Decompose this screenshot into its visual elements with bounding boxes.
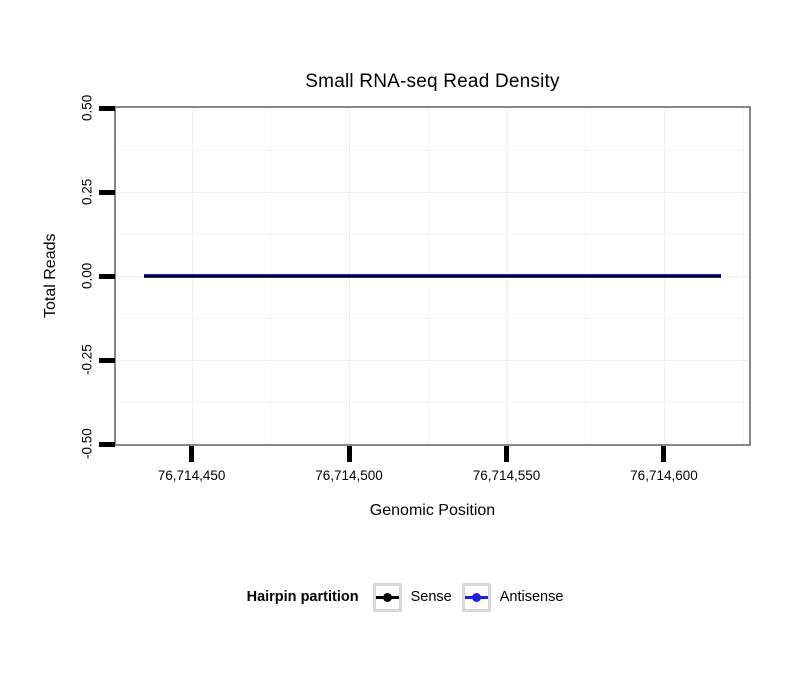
legend-entry-label: Antisense xyxy=(499,589,564,605)
legend-key-point xyxy=(471,592,481,602)
y-tick xyxy=(99,105,115,111)
y-tick xyxy=(99,441,115,447)
y-tick-label: 0.50 xyxy=(79,94,95,122)
y-tick xyxy=(99,189,115,195)
gridline-minor xyxy=(116,318,749,319)
legend-entry-antisense: Antisense xyxy=(461,582,564,612)
x-tick-label: 76,714,450 xyxy=(157,468,226,483)
x-tick xyxy=(346,446,352,462)
legend: Hairpin partition Sense Antisense xyxy=(0,581,810,613)
x-axis-title: Genomic Position xyxy=(369,502,496,519)
y-tick-label: 0.00 xyxy=(79,262,95,290)
legend-title: Hairpin partition xyxy=(246,589,359,605)
legend-key-antisense xyxy=(461,582,491,612)
y-tick-label: -0.50 xyxy=(79,428,95,460)
x-tick-label: 76,714,550 xyxy=(472,468,541,483)
plot-panel xyxy=(114,106,751,446)
x-tick xyxy=(189,446,195,462)
legend-key-sense xyxy=(372,582,402,612)
y-tick xyxy=(99,357,115,363)
legend-entry-sense: Sense xyxy=(372,582,452,612)
legend-key-point xyxy=(382,592,392,602)
chart-title: Small RNA-seq Read Density xyxy=(305,71,560,92)
gridline-major xyxy=(116,192,749,193)
y-axis-title: Total Reads xyxy=(42,233,59,319)
x-tick xyxy=(504,446,509,462)
y-tick-label: 0.25 xyxy=(79,178,95,206)
x-tick xyxy=(661,446,667,462)
y-tick-label: -0.25 xyxy=(79,344,95,376)
gridline-major xyxy=(116,360,749,361)
series-line-sense xyxy=(144,275,721,277)
gridline-minor xyxy=(116,150,749,151)
legend-entry-label: Sense xyxy=(410,589,452,605)
gridline-minor xyxy=(116,234,749,235)
gridline-minor xyxy=(116,402,749,403)
y-tick xyxy=(99,273,115,279)
x-tick-label: 76,714,600 xyxy=(630,468,698,483)
x-tick-label: 76,714,500 xyxy=(315,468,383,483)
